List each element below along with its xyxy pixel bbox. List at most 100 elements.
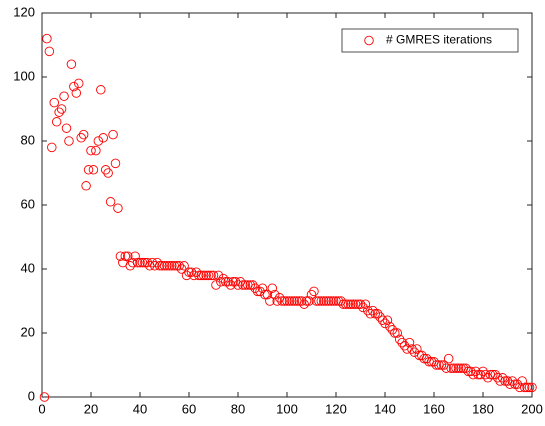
point xyxy=(174,261,184,271)
x-tick-label: 100 xyxy=(276,401,298,416)
point xyxy=(370,309,380,319)
point xyxy=(382,315,393,325)
point xyxy=(76,133,86,143)
point xyxy=(238,280,248,290)
point xyxy=(407,344,417,354)
point xyxy=(326,296,336,306)
point xyxy=(304,296,314,306)
point xyxy=(88,165,99,175)
point xyxy=(358,302,368,313)
point xyxy=(515,382,525,393)
point xyxy=(206,270,216,281)
point xyxy=(453,363,464,373)
point xyxy=(218,273,229,284)
point xyxy=(171,261,182,271)
x-tick-label: 40 xyxy=(133,401,147,416)
point xyxy=(348,299,358,309)
point xyxy=(44,46,55,57)
point xyxy=(86,145,96,156)
x-tick-label: 160 xyxy=(423,401,445,416)
x-tick-label: 120 xyxy=(325,401,347,416)
point xyxy=(113,203,123,213)
point xyxy=(446,363,456,373)
point xyxy=(500,376,510,386)
point xyxy=(368,305,378,316)
point xyxy=(468,369,478,380)
point xyxy=(225,280,236,290)
point xyxy=(103,168,113,178)
point xyxy=(301,296,312,306)
point xyxy=(61,123,72,133)
point xyxy=(64,136,74,146)
point xyxy=(372,309,383,319)
point xyxy=(311,296,322,306)
point xyxy=(250,283,260,293)
point xyxy=(220,277,231,287)
point xyxy=(47,142,57,153)
point xyxy=(69,81,79,92)
point xyxy=(488,369,498,380)
x-tick-label: 20 xyxy=(84,401,98,416)
point xyxy=(140,257,150,268)
point xyxy=(93,136,104,146)
point xyxy=(159,261,170,271)
point xyxy=(98,133,108,143)
point xyxy=(279,296,290,306)
point xyxy=(262,289,273,300)
point xyxy=(157,261,167,271)
point xyxy=(267,283,278,293)
point xyxy=(522,382,532,393)
point xyxy=(527,382,537,393)
point xyxy=(122,251,133,261)
point xyxy=(470,366,481,377)
point xyxy=(257,283,268,293)
point xyxy=(96,85,106,95)
point xyxy=(240,280,251,290)
point xyxy=(83,165,94,175)
point xyxy=(179,261,189,271)
point xyxy=(184,267,194,277)
point xyxy=(385,321,395,332)
point xyxy=(309,286,319,297)
point xyxy=(306,289,317,300)
point xyxy=(164,261,175,271)
legend-box xyxy=(341,28,519,53)
point xyxy=(412,344,422,354)
point xyxy=(198,270,209,281)
point xyxy=(294,296,305,306)
point xyxy=(507,376,518,386)
point xyxy=(100,165,111,175)
point xyxy=(448,363,459,373)
point xyxy=(404,337,415,348)
point xyxy=(380,318,390,329)
y-tick-label: 80 xyxy=(21,132,35,147)
point xyxy=(505,379,515,389)
point xyxy=(524,382,535,393)
point xyxy=(353,299,363,309)
point xyxy=(377,315,388,325)
point xyxy=(270,289,280,300)
point xyxy=(519,382,530,393)
point xyxy=(245,280,255,290)
point xyxy=(323,296,334,306)
point xyxy=(78,129,89,140)
point xyxy=(39,392,50,402)
point xyxy=(387,325,398,335)
point xyxy=(314,296,324,306)
point xyxy=(127,257,138,268)
point xyxy=(341,299,351,309)
point xyxy=(216,277,226,287)
point xyxy=(66,59,77,69)
point xyxy=(228,277,238,287)
point xyxy=(296,296,307,306)
point xyxy=(135,257,145,268)
point xyxy=(154,261,165,271)
point xyxy=(196,270,206,281)
point xyxy=(441,363,452,373)
point xyxy=(328,296,339,306)
point xyxy=(108,129,118,140)
point xyxy=(73,78,84,89)
point xyxy=(201,270,211,281)
point xyxy=(284,296,295,306)
